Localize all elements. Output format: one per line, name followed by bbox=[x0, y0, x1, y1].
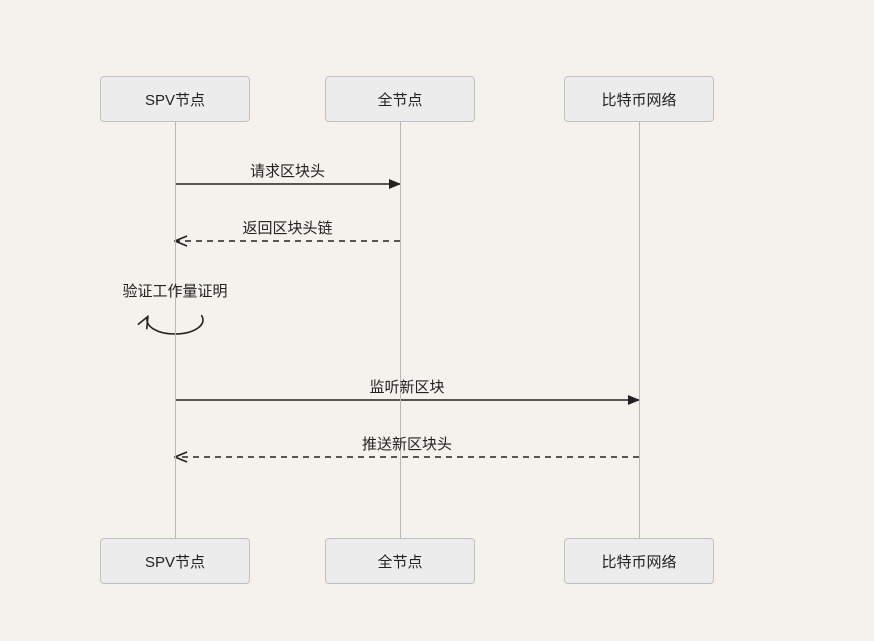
message-label-self: 验证工作量证明 bbox=[122, 280, 227, 301]
sequence-diagram: SPV节点全节点比特币网络SPV节点全节点比特币网络请求区块头返回区块头链验证工… bbox=[0, 0, 874, 641]
actor-network-top: 比特币网络 bbox=[564, 76, 714, 122]
actor-spv-top: SPV节点 bbox=[100, 76, 250, 122]
message-label: 推送新区块头 bbox=[362, 433, 452, 454]
actor-spv-bottom: SPV节点 bbox=[100, 538, 250, 584]
actor-network-bottom: 比特币网络 bbox=[564, 538, 714, 584]
lifeline-spv bbox=[175, 122, 177, 538]
message-label: 请求区块头 bbox=[250, 160, 325, 181]
lifeline-full bbox=[400, 122, 402, 538]
lifeline-network bbox=[639, 122, 641, 538]
message-label: 监听新区块 bbox=[369, 376, 444, 397]
actor-full-bottom: 全节点 bbox=[325, 538, 475, 584]
message-label: 返回区块头链 bbox=[242, 217, 332, 238]
actor-full-top: 全节点 bbox=[325, 76, 475, 122]
